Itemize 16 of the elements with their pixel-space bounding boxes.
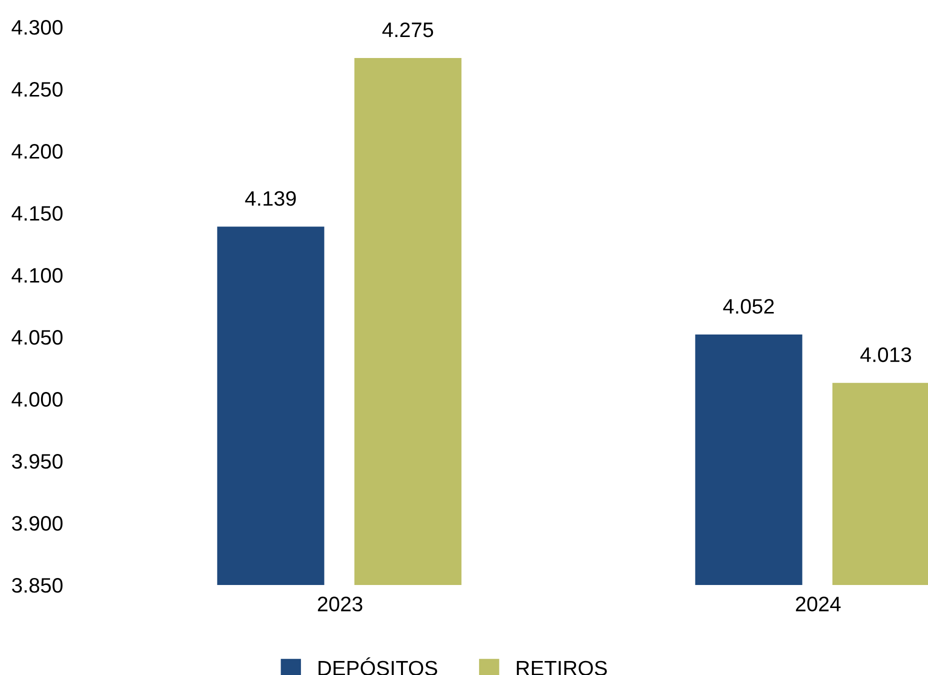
x-tick-label: 2023 bbox=[318, 596, 362, 612]
data-label: 4.139 bbox=[245, 191, 296, 206]
y-tick-label: 4.200 bbox=[12, 144, 63, 159]
y-tick-label: 4.000 bbox=[12, 392, 63, 407]
y-tick-label: 4.250 bbox=[12, 82, 63, 97]
data-label: 4.275 bbox=[382, 22, 434, 38]
data-label: 4.052 bbox=[723, 298, 774, 314]
y-tick-label: 3.900 bbox=[12, 516, 63, 531]
x-tick-label: 2024 bbox=[796, 596, 841, 612]
y-tick-label: 4.300 bbox=[12, 20, 63, 35]
y-tick-label: 4.050 bbox=[12, 330, 63, 345]
y-tick-label: 4.150 bbox=[12, 206, 63, 221]
data-label: 4.013 bbox=[860, 347, 912, 362]
y-tick-label: 4.100 bbox=[12, 268, 63, 283]
y-tick-label: 3.850 bbox=[12, 578, 63, 593]
y-tick-label: 3.950 bbox=[12, 454, 63, 469]
